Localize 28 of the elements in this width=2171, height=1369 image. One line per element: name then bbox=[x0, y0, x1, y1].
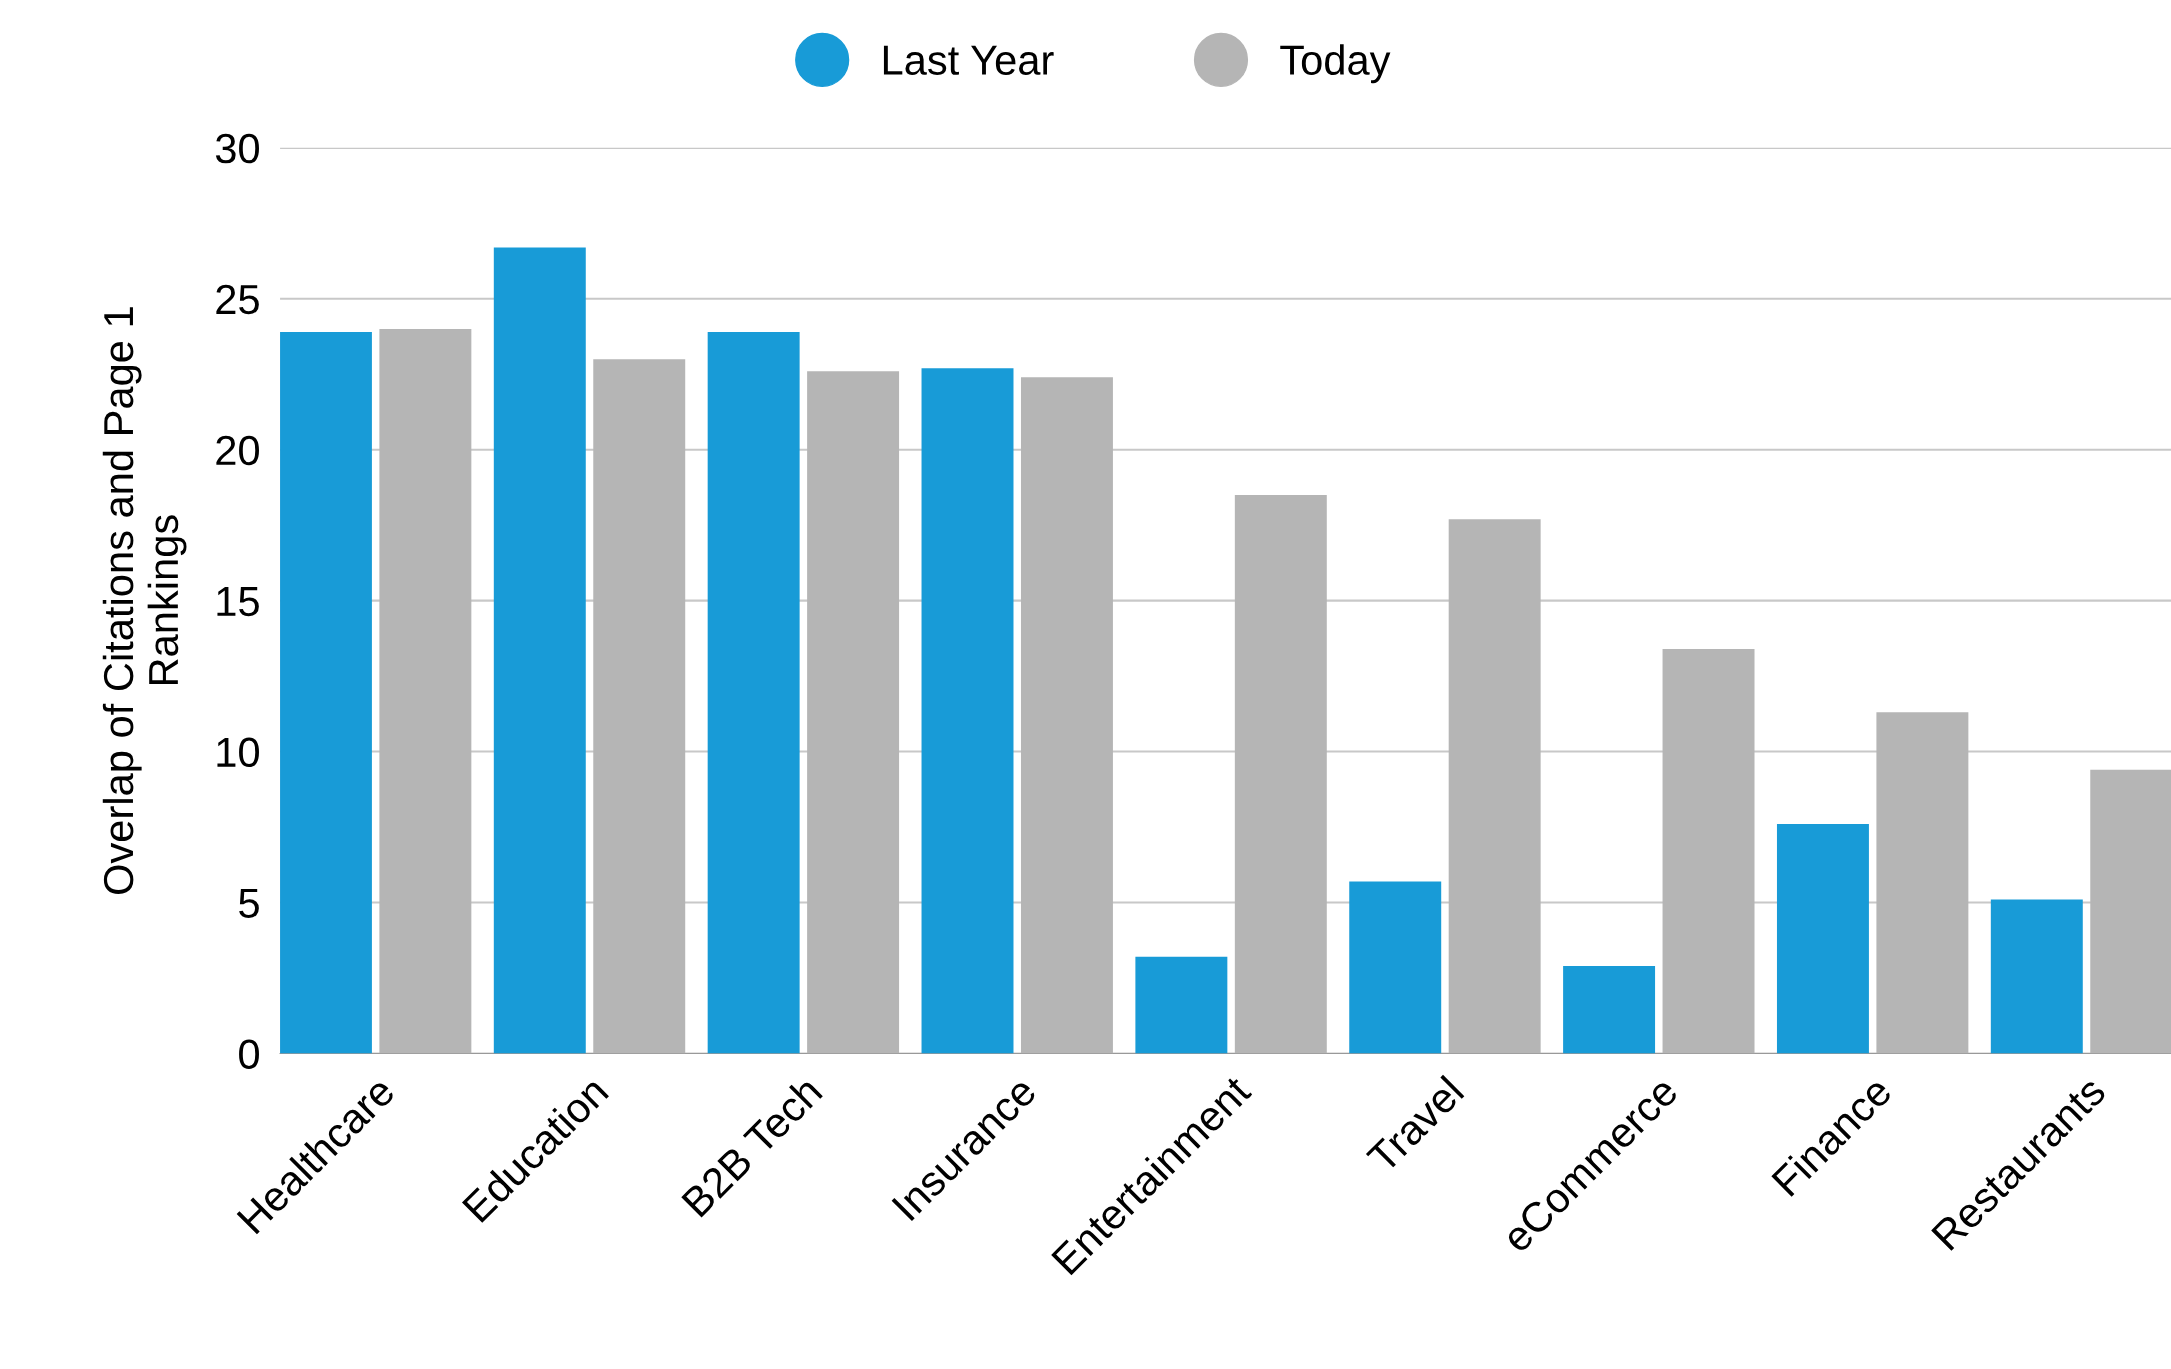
bar bbox=[807, 371, 900, 1054]
bar bbox=[1448, 519, 1541, 1054]
bar bbox=[1990, 899, 2083, 1054]
y-tick-label: 15 bbox=[217, 587, 259, 617]
y-tick-label: 30 bbox=[215, 133, 259, 164]
bar bbox=[921, 368, 1014, 1054]
bar bbox=[1020, 377, 1113, 1054]
bar bbox=[1662, 648, 1755, 1054]
x-tick-label: B2B Tech bbox=[680, 1074, 824, 1218]
bar bbox=[593, 359, 686, 1054]
y-tick-label: 5 bbox=[239, 888, 259, 919]
y-tick-label: 10 bbox=[217, 737, 259, 768]
y-tick-label: 25 bbox=[216, 284, 259, 315]
bar bbox=[379, 328, 472, 1054]
bar bbox=[1876, 712, 1969, 1054]
legend-label: Last Year bbox=[883, 45, 1054, 75]
bar bbox=[1135, 956, 1228, 1054]
bar bbox=[1234, 495, 1327, 1054]
bar bbox=[1776, 824, 1869, 1054]
legend-label: Today bbox=[1280, 44, 1391, 84]
bar bbox=[707, 331, 800, 1054]
y-axis-title: Overlap of Citations and Page 1 Rankings bbox=[102, 307, 187, 894]
y-tick-label: 0 bbox=[239, 1039, 259, 1069]
y-tick-label: 20 bbox=[216, 435, 259, 466]
bar bbox=[493, 247, 586, 1054]
bar bbox=[280, 331, 372, 1054]
bar bbox=[1349, 881, 1442, 1054]
bar bbox=[1563, 965, 1656, 1054]
